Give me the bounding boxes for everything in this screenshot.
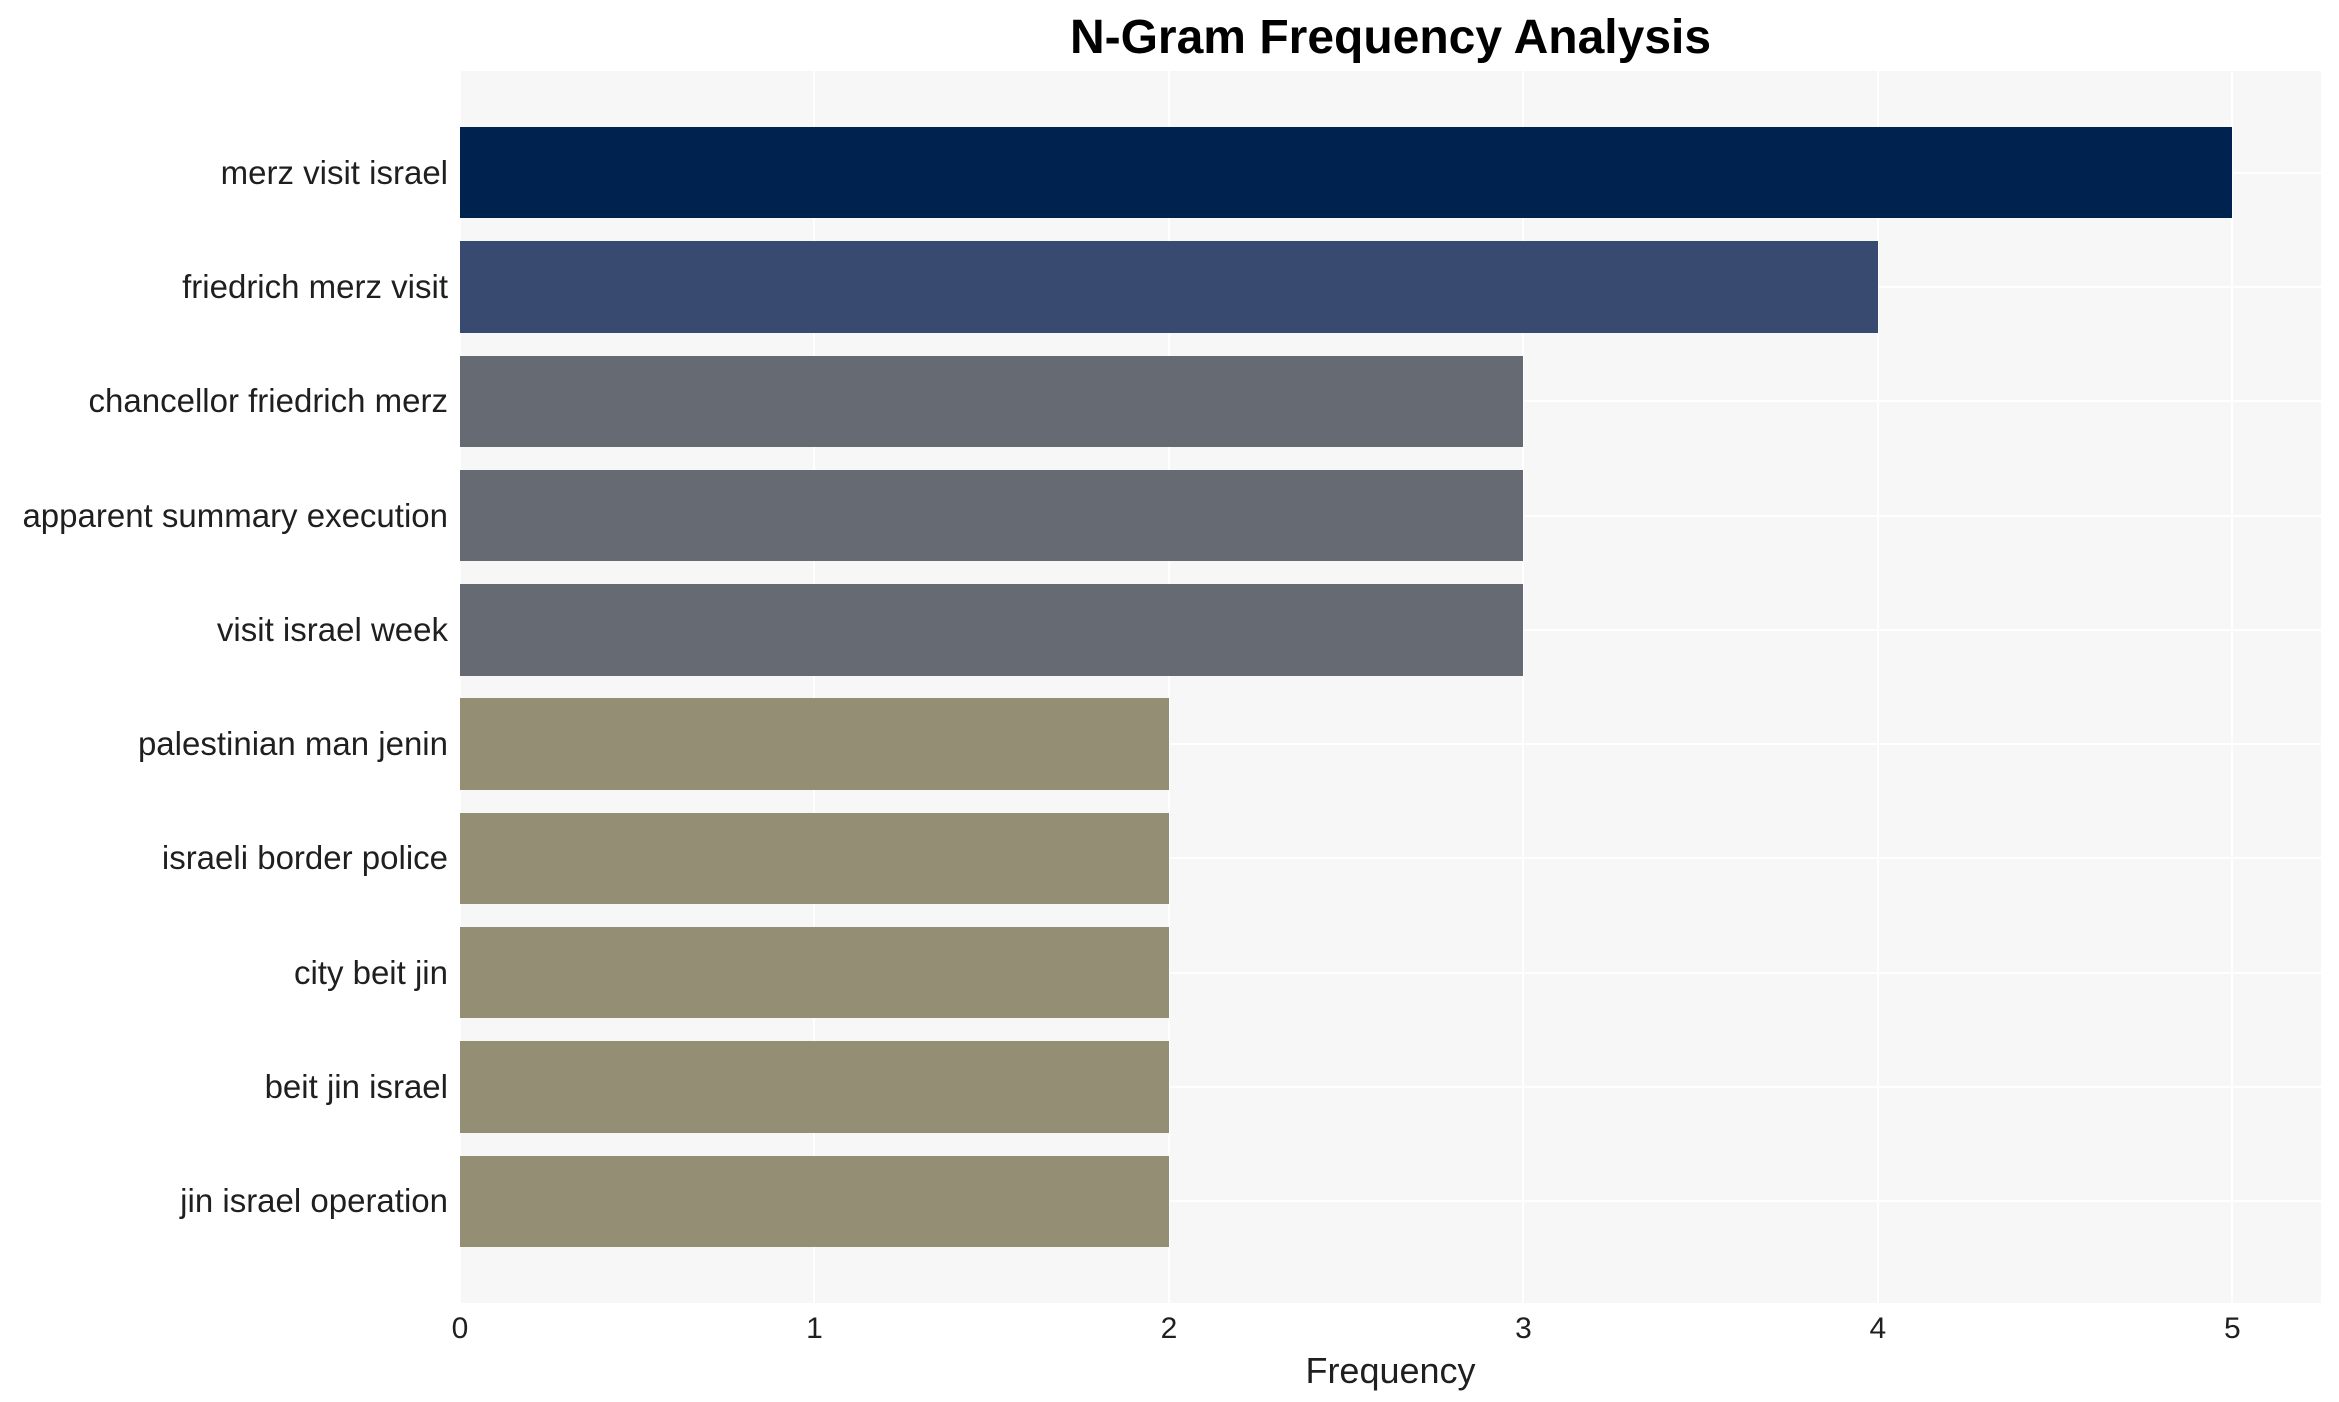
y-axis-labels: merz visit israel friedrich merz visit cha…: [0, 0, 448, 1402]
x-tick-label: 4: [1869, 1312, 1887, 1345]
bar: [460, 698, 1169, 790]
bar: [460, 469, 1524, 562]
category-label: beit jin israel: [264, 1068, 448, 1105]
v-gridline: [1167, 71, 1170, 1303]
x-tick-label: 1: [806, 1312, 823, 1345]
category-label: visit israel week: [216, 610, 448, 648]
bar: [460, 355, 1524, 447]
x-axis-title: Frequency: [1305, 1350, 1476, 1391]
category-label: palestinian man jenin: [137, 725, 448, 763]
v-gridline: [813, 71, 816, 1303]
v-gridline: [1876, 71, 1879, 1303]
h-gridline: [460, 971, 2321, 974]
category-label: city beit jin: [293, 953, 448, 991]
category-label: israeli border police: [161, 839, 448, 877]
x-axis-ticks: 0 1 2 3 4 5: [0, 1311, 2339, 1347]
h-gridline: [460, 857, 2321, 860]
category-label: friedrich merz visit: [182, 268, 448, 305]
x-tick-label: 3: [1515, 1312, 1532, 1345]
category-label: jin israel operation: [180, 1182, 448, 1220]
x-tick-label: 2: [1160, 1312, 1178, 1345]
x-tick-label: 0: [451, 1312, 469, 1345]
h-gridline: [460, 1200, 2321, 1203]
category-label: apparent summary execution: [22, 496, 448, 534]
bar: [460, 812, 1169, 905]
bar: [460, 1041, 1169, 1133]
plot-area: [459, 71, 2321, 1303]
h-gridline: [460, 1086, 2321, 1088]
bar: [460, 127, 2233, 219]
bar: [460, 1155, 1169, 1247]
h-gridline: [460, 743, 2321, 746]
x-tick-label: 5: [2224, 1312, 2241, 1345]
v-gridline: [2231, 71, 2234, 1303]
v-gridline: [459, 71, 461, 1303]
bar: [460, 584, 1524, 676]
v-gridline: [1522, 71, 1525, 1303]
category-label: chancellor friedrich merz: [88, 382, 448, 420]
chart-title: N-Gram Frequency Analysis: [1069, 11, 1712, 64]
category-label: merz visit israel: [220, 153, 448, 191]
bar: [460, 927, 1169, 1019]
bar: [460, 241, 1878, 333]
